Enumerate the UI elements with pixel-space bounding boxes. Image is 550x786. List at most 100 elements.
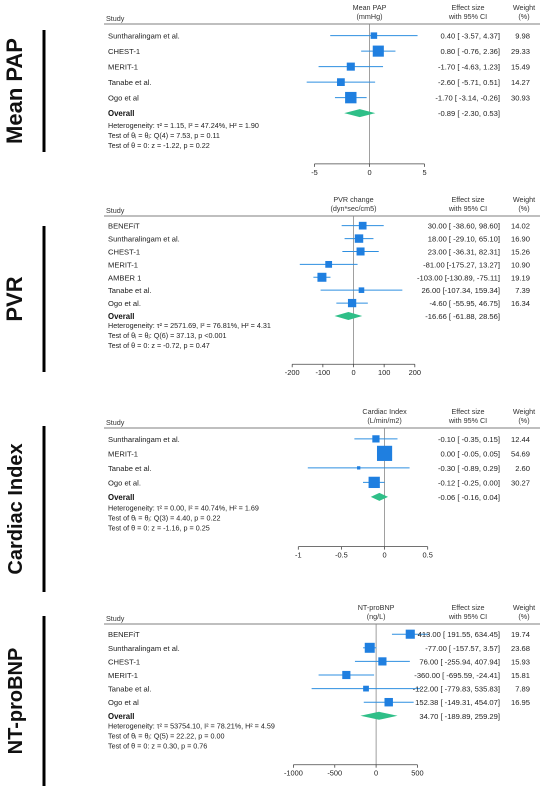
study-name: BENEFiT: [108, 630, 140, 639]
study-weight: 12.44: [511, 435, 530, 444]
effect-size-ci: -1.70 [ -4.63, 1.23]: [438, 63, 500, 72]
x-tick-label: -1: [295, 551, 302, 560]
heterogeneity-stat: Test of θᵢ = θⱼ: Q(3) = 4.40, p = 0.22: [108, 514, 220, 523]
point-estimate-box: [405, 629, 415, 639]
column-header-study: Study: [106, 206, 125, 215]
column-header-ci: with 95% CI: [448, 12, 487, 21]
outcome-unit: (dyn*sec/cm5): [331, 204, 377, 213]
effect-size-ci: -4.60 [ -55.95, 46.75]: [429, 299, 500, 308]
study-name: Suntharalingam et al.: [108, 235, 180, 244]
overall-diamond: [334, 311, 363, 320]
study-weight: 2.60: [515, 464, 530, 473]
column-header-weight: Weight: [513, 407, 535, 416]
effect-size-ci: -360.00 [ -695.59, -24.41]: [414, 671, 500, 680]
outcome-title: Cardiac Index: [362, 407, 407, 416]
study-name: Tanabe et al.: [108, 464, 152, 473]
column-header-ci: with 95% CI: [448, 612, 487, 621]
point-estimate-box: [354, 234, 364, 243]
study-weight: 15.49: [511, 63, 530, 72]
x-tick-label: 0: [351, 368, 355, 377]
effect-size-ci: -0.12 [ -0.25, 0.00]: [438, 478, 500, 487]
study-weight: 30.93: [511, 94, 530, 103]
effect-size-ci: 76.00 [ -255.94, 407.94]: [419, 657, 500, 666]
column-header-effect: Effect size: [451, 603, 484, 612]
heterogeneity-stat: Test of θ = 0: z = -0.72, p = 0.47: [108, 341, 210, 350]
heterogeneity-stat: Test of θᵢ = θⱼ: Q(5) = 22.22, p = 0.00: [108, 732, 224, 741]
x-tick-label: -100: [315, 368, 330, 377]
column-header-study: Study: [106, 614, 125, 623]
point-estimate-box: [358, 221, 367, 230]
x-tick-label: -0.5: [335, 551, 348, 560]
study-weight: 29.33: [511, 47, 530, 56]
effect-size-ci: -77.00 [ -157.57, 3.57]: [425, 644, 500, 653]
outcome-unit: (ng/L): [367, 612, 386, 621]
point-estimate-box: [346, 62, 355, 71]
column-header-study: Study: [106, 14, 125, 23]
effect-size-ci: 18.00 [ -29.10, 65.10]: [428, 235, 500, 244]
heterogeneity-stat: Test of θ = 0: z = -1.16, p = 0.25: [108, 524, 210, 533]
heterogeneity-stat: Heterogeneity: τ² = 2571.69, I² = 76.81%…: [108, 321, 271, 330]
study-name: Ogo et al.: [108, 478, 141, 487]
study-name: Ogo et al: [108, 698, 139, 707]
x-tick-label: 100: [378, 368, 390, 377]
column-header-ci: with 95% CI: [448, 416, 487, 425]
outcome-title: NT-proBNP: [358, 603, 395, 612]
study-name: CHEST-1: [108, 247, 140, 256]
study-name: AMBER 1: [108, 273, 141, 282]
overall-effect-size: -0.06 [ -0.16, 0.04]: [438, 493, 500, 502]
study-weight: 16.90: [511, 235, 530, 244]
effect-size-ci: -122.00 [ -779.83, 535.83]: [413, 685, 500, 694]
effect-size-ci: 30.00 [ -38.60, 98.60]: [428, 222, 500, 231]
study-weight: 10.90: [511, 260, 530, 269]
effect-size-ci: -0.30 [ -0.89, 0.29]: [438, 464, 500, 473]
study-weight: 30.27: [511, 478, 530, 487]
point-estimate-box: [364, 642, 375, 653]
effect-size-ci: 0.00 [ -0.05, 0.05]: [440, 449, 500, 458]
study-weight: 14.27: [511, 78, 530, 87]
effect-size-ci: -1.70 [ -3.14, -0.26]: [435, 94, 500, 103]
effect-size-ci: 26.00 [-107.34, 159.34]: [421, 286, 500, 295]
point-estimate-box: [337, 78, 345, 86]
column-header-weight-unit: (%): [518, 204, 529, 213]
point-estimate-box: [358, 287, 365, 293]
column-header-study: Study: [106, 418, 125, 427]
x-tick-label: 0.5: [423, 551, 433, 560]
study-name: MERIT-1: [108, 449, 138, 458]
heterogeneity-stat: Heterogeneity: τ² = 53754.10, I² = 78.21…: [108, 722, 275, 731]
study-weight: 16.34: [511, 299, 530, 308]
study-name: Suntharalingam et al.: [108, 644, 180, 653]
column-header-weight: Weight: [513, 195, 535, 204]
study-name: MERIT-1: [108, 63, 138, 72]
outcome-title: Mean PAP: [353, 3, 387, 12]
study-weight: 15.93: [511, 657, 530, 666]
effect-size-ci: 152.38 [ -149.31, 454.07]: [415, 698, 500, 707]
overall-diamond: [360, 711, 398, 720]
overall-label: Overall: [108, 109, 134, 118]
point-estimate-box: [372, 45, 384, 57]
column-header-weight-unit: (%): [518, 612, 529, 621]
effect-size-ci: -81.00 [-175.27, 13.27]: [423, 260, 500, 269]
effect-size-ci: 413.00 [ 191.55, 634.45]: [418, 630, 500, 639]
point-estimate-box: [378, 657, 387, 666]
outcome-title: PVR change: [333, 195, 373, 204]
point-estimate-box: [325, 260, 333, 268]
study-name: CHEST-1: [108, 47, 140, 56]
overall-label: Overall: [108, 312, 134, 321]
x-tick-label: -5: [311, 168, 318, 177]
effect-size-ci: 0.40 [ -3.57, 4.37]: [440, 32, 500, 41]
effect-size-ci: -2.60 [ -5.71, 0.51]: [438, 78, 500, 87]
overall-label: Overall: [108, 712, 134, 721]
x-tick-label: 5: [422, 168, 426, 177]
side-label: PVR: [2, 276, 27, 321]
study-weight: 16.95: [511, 698, 530, 707]
point-estimate-box: [342, 670, 351, 680]
study-weight: 14.02: [511, 222, 530, 231]
column-header-ci: with 95% CI: [448, 204, 487, 213]
x-tick-label: -1000: [284, 769, 303, 778]
heterogeneity-stat: Test of θᵢ = θⱼ: Q(6) = 37.13, p <0.001: [108, 331, 226, 340]
point-estimate-box: [372, 435, 380, 443]
column-header-effect: Effect size: [451, 407, 484, 416]
